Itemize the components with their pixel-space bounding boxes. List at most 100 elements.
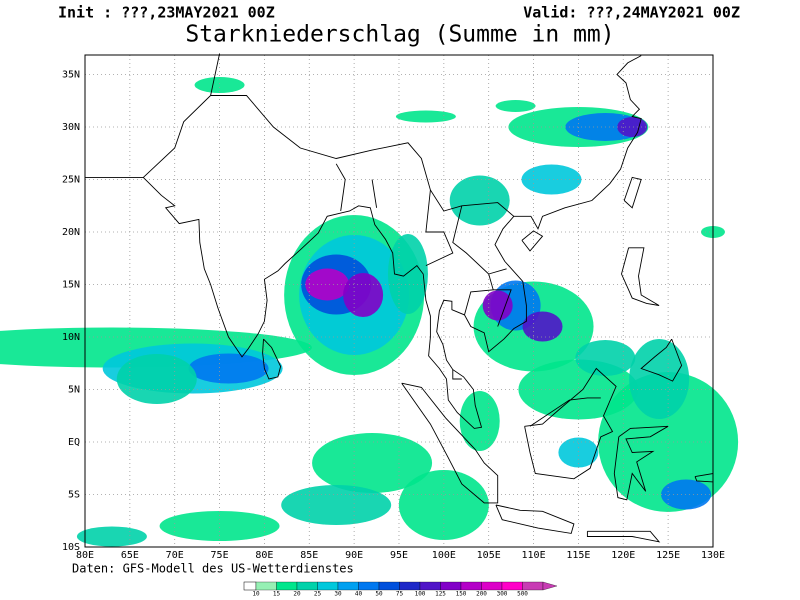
border — [335, 163, 346, 212]
precipitation-field — [0, 77, 739, 547]
init-time: Init : ???,23MAY2021 00Z — [58, 4, 275, 22]
colorbar-label: 500 — [517, 591, 528, 598]
colorbar-swatch — [399, 581, 421, 591]
coastline — [262, 338, 282, 380]
lon-label: 100E — [432, 550, 456, 561]
lat-label: 10N — [62, 332, 80, 343]
rain-area — [495, 100, 536, 112]
colorbar-label: 300 — [497, 591, 508, 598]
colorbar-label: 15 — [273, 591, 281, 598]
lat-label: EQ — [68, 437, 80, 448]
rain-area — [558, 437, 599, 468]
colorbar-swatch — [501, 581, 523, 591]
rain-area — [387, 234, 428, 314]
rain-area — [482, 290, 513, 321]
lon-label: 95E — [390, 550, 408, 561]
border — [488, 268, 507, 275]
colorbar-over — [542, 581, 558, 591]
rain-area — [398, 470, 489, 540]
rain-area — [521, 164, 582, 195]
colorbar-swatch — [378, 581, 400, 591]
coastline — [613, 425, 669, 501]
colorbar-swatch — [317, 581, 339, 591]
lon-label: 115E — [566, 550, 590, 561]
rain-area — [116, 354, 197, 404]
lat-label: 30N — [62, 122, 80, 133]
colorbar-label: 10 — [252, 591, 260, 598]
rain-area — [281, 485, 392, 525]
rain-area — [661, 479, 712, 510]
lon-label: 70E — [166, 550, 184, 561]
rain-area — [305, 268, 350, 301]
coastlines — [85, 53, 714, 543]
lat-label: 35N — [62, 70, 80, 81]
lon-label: 90E — [345, 550, 363, 561]
border — [452, 369, 462, 380]
coastline — [623, 176, 642, 209]
coastline — [401, 382, 499, 504]
lat-label: 5S — [68, 490, 80, 501]
colorbar-label: 100 — [415, 591, 426, 598]
lon-label: 125E — [656, 550, 680, 561]
coastline — [495, 504, 575, 534]
coastline — [640, 338, 683, 382]
rain-area — [522, 311, 563, 342]
axis-labels: 80E 65E 70E 75E 80E 85E 90E 95E 100E 105E 110E 115E… — [62, 70, 725, 562]
rain-area — [598, 372, 739, 512]
coastline — [524, 367, 617, 480]
border — [493, 289, 512, 327]
lon-label: 85E — [300, 550, 318, 561]
lon-label: 105E — [477, 550, 501, 561]
rain-area — [629, 339, 690, 419]
rain-area — [617, 117, 648, 137]
colorbar-swatch — [419, 581, 441, 591]
rain-area — [194, 77, 245, 93]
valid-time: Valid: ???,24MAY2021 00Z — [523, 4, 740, 22]
colorbar-swatch — [440, 581, 462, 591]
lat-label: 10S — [62, 542, 80, 553]
rain-area — [76, 526, 147, 547]
data-source: Daten: GFS-Modell des US-Wetterdienstes — [72, 562, 354, 576]
colorbar-label: 30 — [334, 591, 342, 598]
lon-label: 75E — [211, 550, 229, 561]
lat-label: 20N — [62, 227, 80, 238]
colorbar-label: 20 — [293, 591, 301, 598]
rain-area — [312, 433, 433, 493]
colorbar-swatch — [460, 581, 482, 591]
colorbar-swatch — [358, 581, 380, 591]
colorbar-label: 40 — [355, 591, 363, 598]
colorbar-swatch — [337, 581, 359, 591]
lon-label: 80E — [76, 550, 94, 561]
rain-area — [188, 353, 269, 384]
rain-area — [449, 175, 510, 226]
lon-label: 65E — [121, 550, 139, 561]
border — [529, 397, 601, 427]
colorbar-swatch — [481, 581, 503, 591]
rain-area — [395, 110, 456, 123]
rain-area — [159, 511, 280, 541]
lat-label: 25N — [62, 175, 80, 186]
coastline — [586, 530, 661, 543]
coastline — [521, 230, 544, 252]
colorbar: 10 15 20 25 30 40 50 75 100 125 150 200 300 500 — [243, 581, 558, 598]
colorbar-label: 150 — [456, 591, 467, 598]
map-frame — [84, 54, 714, 548]
coastline — [85, 55, 642, 429]
colorbar-label: 125 — [435, 591, 446, 598]
colorbar-label: 200 — [476, 591, 487, 598]
colorbar-swatch — [522, 581, 544, 591]
grid — [85, 55, 713, 547]
border — [142, 53, 221, 178]
coastline — [621, 247, 660, 306]
rain-area — [343, 273, 384, 317]
colorbar-under — [243, 581, 257, 591]
colorbar-label: 25 — [314, 591, 322, 598]
lon-label: 120E — [611, 550, 635, 561]
lat-label: 5N — [68, 385, 80, 396]
lat-label: 15N — [62, 280, 80, 291]
colorbar-label: 50 — [375, 591, 383, 598]
colorbar-swatch — [255, 581, 277, 591]
map-title: Starkniederschlag (Summe in mm) — [185, 22, 614, 48]
rain-area — [575, 340, 636, 376]
